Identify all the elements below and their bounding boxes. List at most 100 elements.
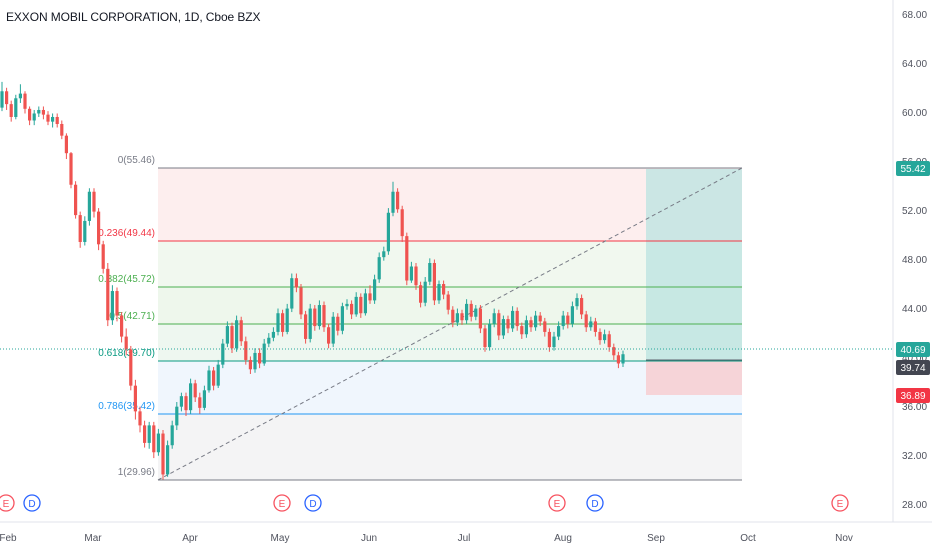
target-price-badge: [896, 161, 930, 176]
loss-zone: [646, 360, 742, 395]
earnings-marker[interactable]: E: [831, 494, 849, 512]
candle-body: [304, 314, 308, 339]
dividend-marker[interactable]: D: [586, 494, 604, 512]
candle-body: [442, 284, 446, 295]
stop-price-label: 36.89: [900, 391, 925, 402]
candle-body: [110, 291, 114, 321]
candle-body: [327, 327, 331, 344]
candle-body: [170, 425, 174, 446]
stop-price-badge: [896, 388, 930, 403]
candle-body: [271, 331, 275, 338]
dividend-marker[interactable]: D: [23, 494, 41, 512]
earnings-marker-letter: E: [837, 499, 844, 510]
candle-body: [350, 303, 354, 315]
earnings-marker-letter: E: [554, 499, 561, 510]
candle-body: [603, 334, 607, 341]
fib-zone-0-0236: [158, 168, 742, 241]
candle-body: [239, 320, 243, 342]
candle-body: [386, 212, 390, 252]
candle-body: [143, 425, 147, 443]
candle-body: [483, 328, 487, 348]
dividend-marker-letter: D: [28, 499, 35, 510]
candle-body: [543, 321, 547, 332]
fib-zone-0382-05: [158, 287, 742, 324]
candles: [0, 81, 625, 480]
candle-body: [391, 191, 395, 213]
candle-body: [584, 314, 588, 328]
price-tick: 64.00: [902, 59, 927, 70]
fib-zone-0786-1: [158, 414, 742, 480]
candle-body: [331, 316, 335, 344]
price-axis[interactable]: 28.00 32.00 36.00 40.00 44.00 48.00 52.0…: [902, 10, 927, 511]
candle-body: [120, 315, 124, 337]
candle-body: [216, 364, 220, 386]
candle-body: [124, 336, 128, 350]
candle-body: [244, 341, 248, 360]
candle-body: [175, 406, 179, 426]
fib-label-05: 0.5(42.71): [109, 311, 155, 322]
candle-body: [497, 313, 501, 336]
candle-body: [133, 385, 137, 412]
candle-body: [267, 337, 271, 344]
earnings-marker[interactable]: E: [0, 494, 15, 512]
candle-body: [212, 370, 216, 386]
candle-body: [501, 319, 505, 336]
price-tick: 68.00: [902, 10, 927, 21]
candle-body: [598, 331, 602, 341]
candle-body: [557, 326, 561, 337]
candle-body: [580, 298, 584, 315]
time-tick: Feb: [0, 533, 17, 544]
candle-body: [313, 308, 317, 327]
candle-body: [607, 334, 611, 348]
candle-body: [78, 215, 82, 242]
event-markers[interactable]: E D E D E D E: [0, 494, 849, 512]
earnings-marker[interactable]: E: [548, 494, 566, 512]
candle-body: [184, 396, 188, 411]
fib-label-0382: 0.382(45.72): [98, 274, 155, 285]
candle-body: [221, 343, 225, 365]
candle-body: [469, 303, 473, 317]
candle-body: [101, 244, 105, 269]
candle-body: [359, 296, 363, 314]
candle-body: [18, 93, 22, 99]
candle-body: [363, 293, 367, 314]
candle-body: [414, 266, 418, 286]
candle-body: [621, 354, 625, 364]
candle-body: [179, 396, 183, 407]
time-tick: Sep: [647, 533, 665, 544]
candle-body: [156, 433, 160, 453]
candle-body: [74, 184, 78, 216]
candle-body: [64, 135, 68, 154]
candle-body: [235, 320, 239, 349]
candle-body: [41, 109, 45, 115]
position-layer: [646, 169, 742, 395]
time-tick: Aug: [554, 533, 572, 544]
candle-body: [193, 383, 197, 398]
price-tick: 28.00: [902, 500, 927, 511]
candle-body: [575, 298, 579, 307]
candle-body: [198, 397, 202, 408]
candle-body: [285, 308, 289, 332]
price-labels: 55.42 40.69 39.74 36.89: [896, 161, 930, 403]
candle-body: [46, 114, 50, 122]
candle-body: [253, 352, 257, 370]
candle-body: [616, 355, 620, 364]
candle-body: [547, 331, 551, 348]
time-axis[interactable]: Feb Mar Apr May Jun Jul Aug Sep Oct Nov: [0, 533, 853, 544]
candle-body: [368, 293, 372, 301]
candle-body: [460, 313, 464, 321]
time-tick: Jun: [361, 533, 377, 544]
candle-body: [248, 359, 252, 370]
candle-body: [225, 326, 229, 344]
candle-body: [202, 390, 206, 408]
candle-body: [506, 319, 510, 329]
dividend-marker[interactable]: D: [304, 494, 322, 512]
candle-body: [561, 315, 565, 327]
price-tick: 48.00: [902, 255, 927, 266]
fib-zone-0236-0382: [158, 241, 742, 287]
candle-body: [290, 278, 294, 309]
candle-body: [161, 433, 165, 475]
candle-body: [37, 109, 41, 114]
earnings-marker[interactable]: E: [273, 494, 291, 512]
